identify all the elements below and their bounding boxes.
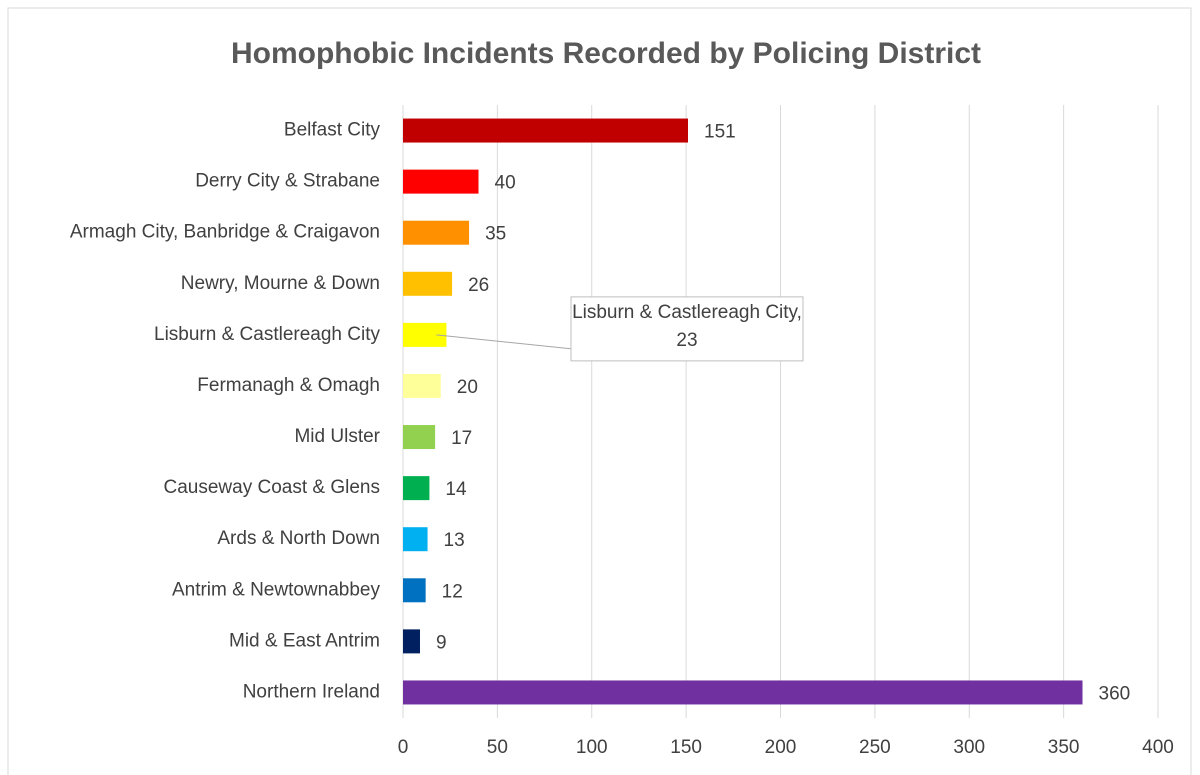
x-tick-label: 400 <box>1142 737 1174 758</box>
y-tick-label: Fermanagh & Omagh <box>197 375 380 396</box>
data-label: 17 <box>451 428 472 449</box>
bar <box>403 118 689 143</box>
y-tick-label: Northern Ireland <box>243 681 380 702</box>
data-label: 40 <box>495 173 516 194</box>
x-tick-label: 150 <box>670 737 702 758</box>
bar <box>403 629 420 654</box>
bar <box>403 680 1083 705</box>
data-label: 151 <box>704 122 736 143</box>
x-tick-label: 350 <box>1048 737 1080 758</box>
bar <box>403 373 441 398</box>
bar <box>403 271 453 296</box>
y-tick-label: Lisburn & Castlereagh City <box>154 324 380 345</box>
y-tick-label: Derry City & Strabane <box>195 171 380 192</box>
bar <box>403 220 470 245</box>
bar <box>403 527 428 552</box>
data-label: 9 <box>436 632 447 653</box>
x-tick-label: 100 <box>576 737 608 758</box>
x-tick-label: 50 <box>487 737 508 758</box>
y-tick-label: Newry, Mourne & Down <box>181 273 380 294</box>
bar <box>403 476 430 501</box>
bar <box>403 578 426 603</box>
y-tick-label: Ards & North Down <box>217 528 380 549</box>
y-tick-label: Mid & East Antrim <box>229 630 380 651</box>
data-label: 14 <box>445 479 467 500</box>
data-label: 13 <box>444 530 465 551</box>
leader-line <box>436 334 573 350</box>
callout-box <box>570 296 804 362</box>
y-tick-label: Mid Ulster <box>294 426 380 447</box>
y-tick-label: Belfast City <box>284 120 381 141</box>
y-tick-label: Armagh City, Banbridge & Craigavon <box>70 222 380 243</box>
x-tick-label: 200 <box>765 737 797 758</box>
data-label: Lisburn & Castlereagh City, 23 <box>572 301 802 351</box>
chart-title: Homophobic Incidents Recorded by Policin… <box>231 37 981 70</box>
data-label: 26 <box>468 275 489 296</box>
data-label: 35 <box>485 224 506 245</box>
x-tick-label: 0 <box>398 737 409 758</box>
data-label: 360 <box>1099 683 1131 704</box>
bar <box>403 169 479 194</box>
x-tick-label: 250 <box>859 737 891 758</box>
data-label: 20 <box>457 377 478 398</box>
y-tick-label: Antrim & Newtownabbey <box>172 579 381 600</box>
y-tick-label: Causeway Coast & Glens <box>164 477 381 498</box>
bar <box>403 425 436 450</box>
x-tick-label: 300 <box>953 737 985 758</box>
data-label: 12 <box>442 581 463 602</box>
